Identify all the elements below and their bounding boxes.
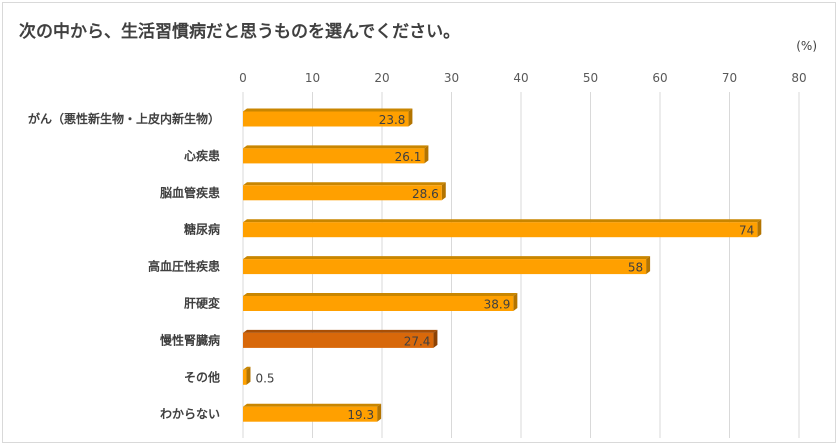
label-layer: 0 10 20 30 40 50 60 70 80 がん（悪性新生物・上皮内新生物） 23.8 心疾患… [28, 71, 807, 422]
bar-top-face [243, 256, 651, 260]
bar-top-face [243, 145, 429, 149]
bar-top-face [243, 403, 382, 407]
bar-layer [243, 108, 762, 422]
bar [243, 108, 413, 127]
data-label: 0.5 [255, 371, 274, 385]
bar-front-face [243, 185, 442, 201]
category-label: 高血圧性疾患 [148, 259, 220, 274]
data-label: 27.4 [404, 334, 431, 348]
x-tick-label: 40 [513, 71, 528, 85]
category-label: 肝硬変 [184, 296, 221, 311]
unit-label: (%) [796, 39, 817, 53]
bar-front-face [243, 332, 434, 348]
bar [243, 182, 446, 201]
data-label: 26.1 [395, 150, 422, 164]
data-label: 28.6 [412, 187, 439, 201]
bar-top-face [243, 182, 446, 186]
category-label: 糖尿病 [184, 222, 220, 237]
x-tick-label: 50 [583, 71, 598, 85]
x-tick-label: 20 [374, 71, 389, 85]
category-label: その他 [184, 369, 220, 384]
bar-top-face [243, 329, 438, 333]
bar-side-face [757, 219, 762, 238]
bar-side-face [513, 293, 518, 311]
x-tick-label: 30 [444, 71, 459, 85]
bar-front-face [243, 369, 247, 385]
x-tick-label: 0 [239, 71, 247, 85]
bar-front-face [243, 259, 647, 275]
chart-title: 次の中から、生活習慣病だと思うものを選んでください。 [19, 22, 461, 42]
data-label: 74 [739, 224, 754, 238]
data-label: 58 [628, 261, 643, 275]
bar-top-face [243, 108, 413, 112]
bar-side-face [424, 145, 429, 164]
bar-front-face [243, 296, 514, 311]
bar-top-face [243, 219, 762, 223]
category-label: 脳血管疾患 [160, 185, 220, 200]
bar [243, 293, 518, 311]
bar-side-face [246, 366, 251, 385]
bar-top-face [243, 293, 518, 296]
bar-side-face [377, 403, 382, 422]
data-label: 38.9 [484, 298, 511, 312]
bar [243, 366, 251, 385]
bar [243, 403, 382, 422]
bar [243, 256, 651, 275]
x-tick-label: 60 [652, 71, 667, 85]
bar-front-face [243, 148, 425, 164]
bar-side-face [646, 256, 651, 275]
bar-front-face [243, 222, 758, 238]
bar [243, 329, 438, 348]
category-label: がん（悪性新生物・上皮内新生物） [28, 111, 220, 126]
category-label: わからない [160, 407, 220, 421]
bar-side-face [433, 329, 438, 348]
data-label: 19.3 [347, 408, 374, 422]
x-tick-label: 10 [305, 71, 320, 85]
x-tick-label: 70 [722, 71, 737, 85]
bar-front-face [243, 111, 409, 127]
bar-front-face [243, 406, 378, 422]
x-tick-label: 80 [791, 71, 806, 85]
category-label: 慢性腎臓病 [160, 332, 220, 347]
bar [243, 219, 762, 238]
category-label: 心疾患 [184, 148, 220, 163]
bar [243, 145, 429, 164]
bar-top-face [243, 366, 251, 370]
bar-side-face [441, 182, 446, 201]
bar-side-face [408, 108, 413, 127]
data-label: 23.8 [379, 113, 406, 127]
